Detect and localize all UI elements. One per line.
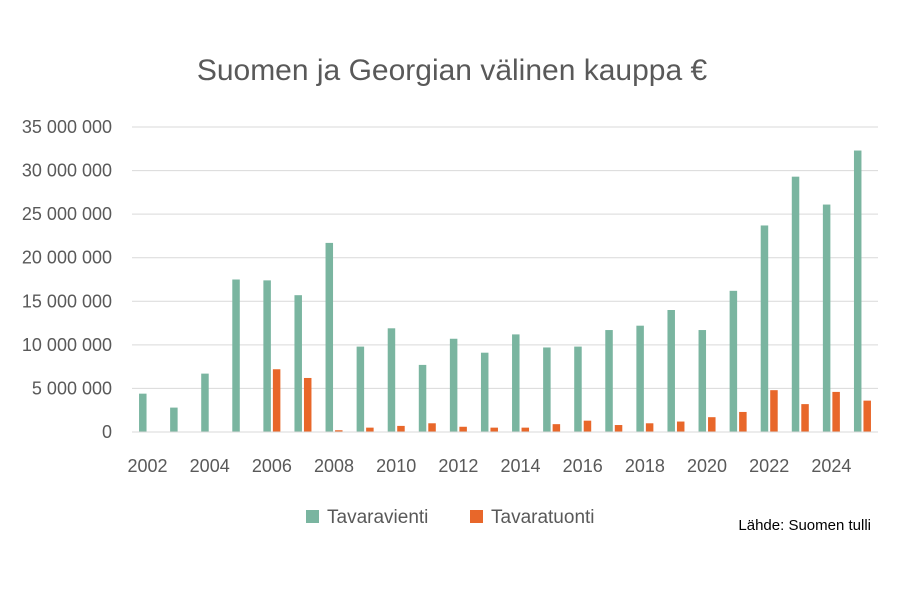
bar-tavaratuonti-2010	[397, 425, 405, 432]
legend-swatch-tavaratuonti	[470, 510, 483, 523]
bar-tavaratuonti-2024	[832, 391, 840, 432]
bar-tavaravienti-2016	[574, 346, 582, 432]
y-tick-label: 35 000 000	[22, 117, 112, 137]
bar-tavaravienti-2019	[667, 310, 675, 432]
x-tick-label: 2024	[811, 456, 851, 476]
bar-tavaravienti-2005	[232, 279, 240, 432]
bar-tavaravienti-2022	[760, 225, 769, 432]
bar-tavaravienti-2003	[170, 407, 178, 432]
legend-swatch-tavaravienti	[306, 510, 319, 523]
legend-label-tavaravienti: Tavaravienti	[327, 507, 428, 528]
bar-tavaravienti-2018	[636, 325, 644, 432]
gridlines	[132, 126, 878, 389]
x-axis-ticks: 2002 2004 2006 2008 2010 2012 2014 2016 2018 2020…	[128, 456, 852, 476]
y-tick-label: 20 000 000	[22, 248, 112, 268]
bar-tavaravienti-2013	[480, 352, 489, 432]
bar-tavaratuonti-2018	[645, 423, 654, 432]
bar-tavaravienti-2024	[822, 204, 831, 432]
bar-tavaravienti-2011	[418, 364, 427, 432]
bar-tavaratuonti-2007	[303, 377, 312, 432]
bar-tavaratuonti-2012	[459, 426, 467, 432]
y-tick-label: 0	[102, 422, 112, 442]
source-label: Lähde: Suomen tulli	[738, 517, 871, 534]
bar-tavaravienti-2025	[853, 150, 862, 432]
bar-tavaratuonti-2006	[272, 369, 281, 432]
x-tick-label: 2006	[252, 456, 292, 476]
chart-title: Suomen ja Georgian välinen kauppa €	[197, 54, 708, 87]
bar-tavaravienti-2020	[698, 330, 707, 432]
bar-tavaravienti-2023	[791, 176, 800, 432]
bar-tavaratuonti-2020	[708, 417, 716, 432]
x-tick-label: 2020	[687, 456, 727, 476]
x-tick-label: 2010	[376, 456, 416, 476]
bar-tavaratuonti-2021	[739, 411, 747, 432]
bar-tavaratuonti-2015	[552, 424, 561, 432]
bar-tavaravienti-2017	[605, 330, 613, 432]
bar-tavaratuonti-2008	[335, 430, 343, 432]
bar-tavaratuonti-2017	[614, 425, 623, 432]
bar-tavaratuonti-2025	[863, 400, 871, 432]
bar-tavaravienti-2014	[512, 334, 520, 432]
bar-tavaravienti-2015	[543, 347, 551, 432]
bar-tavaratuonti-2019	[676, 421, 685, 432]
bar-tavaratuonti-2011	[428, 423, 436, 432]
x-tick-label: 2022	[749, 456, 789, 476]
legend-label-tavaratuonti: Tavaratuonti	[491, 507, 595, 528]
y-tick-label: 30 000 000	[22, 161, 112, 181]
bar-tavaratuonti-2013	[490, 427, 498, 432]
bar-tavaratuonti-2023	[801, 404, 809, 432]
y-tick-label: 25 000 000	[22, 204, 112, 224]
x-tick-label: 2008	[314, 456, 354, 476]
x-tick-label: 2012	[438, 456, 478, 476]
bar-tavaratuonti-2014	[521, 427, 530, 432]
bar-tavaravienti-2009	[356, 346, 365, 432]
bar-tavaravienti-2004	[201, 373, 209, 432]
bar-tavaravienti-2006	[263, 280, 271, 432]
bar-tavaravienti-2002	[139, 393, 147, 432]
y-tick-label: 15 000 000	[22, 291, 112, 311]
bar-tavaravienti-2007	[294, 295, 302, 432]
x-tick-label: 2004	[190, 456, 230, 476]
y-tick-label: 10 000 000	[22, 335, 112, 355]
bar-tavaravienti-2010	[387, 328, 396, 432]
y-axis-ticks: 0 5 000 000 10 000 000 15 000 000 20 000 000…	[22, 117, 112, 442]
bar-tavaravienti-2008	[325, 242, 334, 432]
bar-tavaravienti-2021	[729, 290, 738, 432]
bar-tavaravienti-2012	[449, 338, 458, 432]
y-tick-label: 5 000 000	[32, 378, 112, 398]
x-tick-label: 2002	[128, 456, 168, 476]
legend: Tavaravienti Tavaratuonti	[306, 507, 595, 528]
bars	[139, 150, 871, 432]
x-tick-label: 2018	[625, 456, 665, 476]
bar-tavaratuonti-2009	[366, 427, 374, 432]
x-tick-label: 2014	[501, 456, 541, 476]
x-tick-label: 2016	[563, 456, 603, 476]
bar-tavaratuonti-2022	[770, 390, 778, 432]
bar-tavaratuonti-2016	[583, 420, 592, 432]
